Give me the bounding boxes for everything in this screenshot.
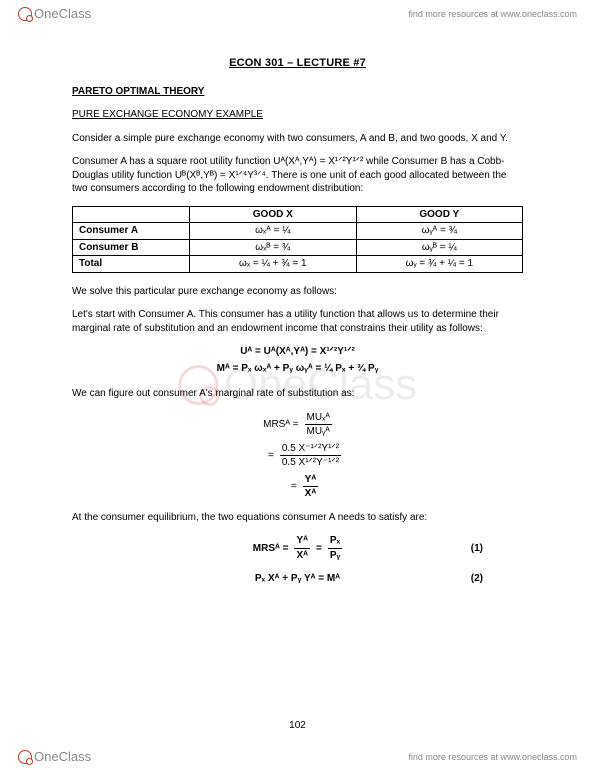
table-cell: Consumer A bbox=[73, 223, 190, 240]
table-row: GOOD X GOOD Y bbox=[73, 206, 523, 223]
table-row: Consumer A ωₓᴬ = ¼ ωᵧᴬ = ¾ bbox=[73, 223, 523, 240]
section-heading: PARETO OPTIMAL THEORY bbox=[72, 85, 523, 99]
endowment-table: GOOD X GOOD Y Consumer A ωₓᴬ = ¼ ωᵧᴬ = ¾… bbox=[72, 206, 523, 273]
equation-block: MRSᴬ = MUₓᴬMUᵧᴬ = 0.5 X⁻¹ᐟ²Y¹ᐟ²0.5 X¹ᐟ²Y… bbox=[72, 411, 523, 501]
table-header bbox=[73, 206, 190, 223]
paragraph: At the consumer equilibrium, the two equ… bbox=[72, 511, 523, 525]
logo-icon bbox=[18, 750, 32, 764]
lecture-title: ECON 301 – LECTURE #7 bbox=[72, 56, 523, 71]
fraction: PₓPᵧ bbox=[328, 534, 342, 562]
table-cell: Consumer B bbox=[73, 239, 190, 256]
table-cell: Total bbox=[73, 256, 190, 273]
equation: Pₓ Xᴬ + Pᵧ Yᴬ = Mᴬ (2) bbox=[72, 572, 523, 586]
table-cell: ωᵧᴬ = ¾ bbox=[356, 223, 522, 240]
brand-text: OneClass bbox=[34, 6, 91, 21]
table-cell: ωₓᴮ = ¾ bbox=[190, 239, 357, 256]
fraction: 0.5 X⁻¹ᐟ²Y¹ᐟ²0.5 X¹ᐟ²Y⁻¹ᐟ² bbox=[280, 442, 341, 470]
brand-text: OneClass bbox=[34, 749, 91, 764]
table-cell: ωₓ = ¼ + ¾ = 1 bbox=[190, 256, 357, 273]
table-cell: ωᵧᴮ = ¼ bbox=[356, 239, 522, 256]
equation: MRSᴬ = YᴬXᴬ = PₓPᵧ (1) bbox=[72, 534, 523, 562]
logo-icon bbox=[18, 7, 32, 21]
table-cell: ωₓᴬ = ¼ bbox=[190, 223, 357, 240]
equation: Uᴬ = Uᴬ(Xᴬ,Yᴬ) = X¹ᐟ²Y¹ᐟ² bbox=[72, 345, 523, 359]
page-footer: OneClass find more resources at www.onec… bbox=[0, 743, 595, 770]
brand-logo: OneClass bbox=[18, 6, 91, 21]
equation: Mᴬ = Pₓ ωₓᴬ + Pᵧ ωᵧᴬ = ¼ Pₓ + ¾ Pᵧ bbox=[72, 362, 523, 376]
table-row: Total ωₓ = ¼ + ¾ = 1 ωᵧ = ¾ + ¼ = 1 bbox=[73, 256, 523, 273]
fraction: YᴬXᴬ bbox=[303, 473, 319, 501]
header-tagline: find more resources at www.oneclass.com bbox=[408, 9, 577, 19]
paragraph: We solve this particular pure exchange e… bbox=[72, 285, 523, 299]
subsection-heading: PURE EXCHANGE ECONOMY EXAMPLE bbox=[72, 108, 523, 122]
equation-lhs: MRSᴬ = bbox=[263, 418, 298, 432]
fraction: YᴬXᴬ bbox=[294, 534, 310, 562]
paragraph: Consumer A has a square root utility fun… bbox=[72, 155, 523, 196]
fraction: MUₓᴬMUᵧᴬ bbox=[305, 411, 332, 439]
page-number: 102 bbox=[72, 719, 523, 733]
brand-logo: OneClass bbox=[18, 749, 91, 764]
table-header: GOOD X bbox=[190, 206, 357, 223]
paragraph: Consider a simple pure exchange economy … bbox=[72, 132, 523, 146]
paragraph: Let's start with Consumer A. This consum… bbox=[72, 308, 523, 335]
table-header: GOOD Y bbox=[356, 206, 522, 223]
page-header: OneClass find more resources at www.onec… bbox=[0, 0, 595, 27]
equation-number: (2) bbox=[471, 572, 483, 586]
equation-number: (1) bbox=[471, 542, 483, 556]
footer-tagline: find more resources at www.oneclass.com bbox=[408, 752, 577, 762]
table-row: Consumer B ωₓᴮ = ¾ ωᵧᴮ = ¼ bbox=[73, 239, 523, 256]
paragraph: We can figure out consumer A's marginal … bbox=[72, 387, 523, 401]
table-cell: ωᵧ = ¾ + ¼ = 1 bbox=[356, 256, 522, 273]
